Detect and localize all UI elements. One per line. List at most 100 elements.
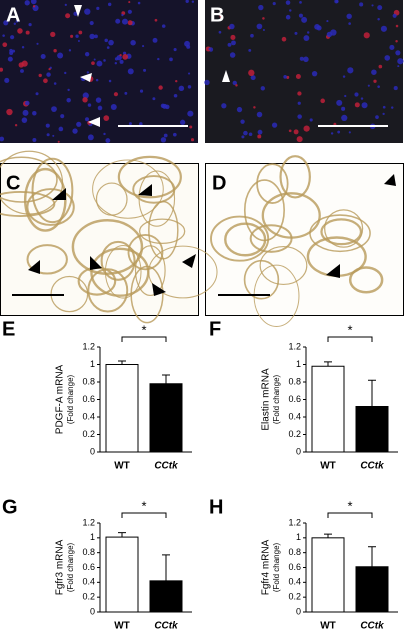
nucleus: [66, 97, 71, 103]
nucleus: [121, 13, 124, 17]
panel-label: E: [2, 318, 15, 340]
nucleus: [2, 34, 5, 37]
nucleus: [337, 130, 341, 134]
nucleus: [105, 138, 111, 143]
nucleus: [371, 4, 374, 7]
panel-label: G: [2, 496, 18, 518]
micrographs: [0, 0, 404, 316]
nucleus: [336, 99, 343, 106]
alveolus-wall: [259, 245, 308, 286]
nucleus: [3, 20, 9, 26]
nucleus: [45, 123, 50, 128]
nucleus: [289, 9, 292, 12]
nucleus: [187, 110, 194, 117]
nucleus: [262, 17, 265, 20]
nucleus: [84, 51, 90, 57]
alveolus-wall: [224, 222, 267, 257]
nucleus: [137, 1, 141, 5]
nucleus: [89, 21, 94, 26]
nucleus: [218, 30, 222, 34]
arrowhead: [88, 117, 100, 127]
nucleus: [377, 5, 383, 11]
nucleus: [348, 131, 351, 134]
y-axis-note: (Fold change): [272, 374, 281, 424]
nucleus: [185, 0, 189, 3]
nucleus: [96, 6, 100, 10]
nucleus: [240, 119, 245, 124]
y-axis-label: Elastin mRNA (Fold change): [261, 368, 281, 431]
nucleus: [294, 31, 298, 35]
y-tick-label: 0.2: [82, 592, 95, 602]
nucleus: [115, 18, 121, 24]
nucleus: [333, 122, 337, 126]
nucleus: [371, 69, 377, 75]
alveolus-wall: [132, 175, 176, 204]
nucleus: [122, 54, 129, 60]
nucleus: [25, 30, 30, 35]
y-tick-label: 0.2: [82, 429, 95, 439]
nucleus: [257, 134, 262, 139]
arrowhead: [74, 5, 82, 17]
nucleus: [158, 85, 163, 90]
nucleus: [377, 85, 380, 88]
nucleus: [108, 39, 114, 46]
panel-label: B: [210, 4, 224, 26]
nucleus: [180, 119, 186, 125]
nucleus: [53, 49, 57, 53]
nucleus: [250, 33, 254, 38]
arrowheads: [28, 5, 396, 296]
y-axis-title: Fgfr3 mRNA: [55, 539, 66, 595]
nucleus: [354, 92, 359, 97]
nucleus: [0, 136, 5, 142]
nucleus: [15, 19, 19, 23]
y-tick-label: 1: [296, 532, 301, 542]
nucleus: [67, 88, 70, 92]
alveolus-wall: [148, 245, 218, 299]
nucleus: [13, 22, 17, 25]
nucleus: [298, 13, 303, 18]
y-tick-label: 0.4: [82, 577, 95, 587]
y-tick-label: 0.8: [288, 547, 301, 557]
histology-image: [0, 163, 199, 316]
y-axis-label: Fgfr3 mRNA (Fold change): [55, 539, 75, 595]
nucleus: [190, 138, 195, 142]
y-axis-note: (Fold change): [272, 542, 281, 592]
arrowhead: [52, 188, 66, 200]
alveolus-wall: [127, 234, 164, 271]
y-axis-label: PDGF-A mRNA (Fold change): [55, 364, 75, 434]
arrowhead: [138, 184, 152, 196]
nucleus: [256, 111, 263, 118]
nucleus: [286, 75, 290, 79]
nucleus: [58, 126, 64, 132]
nucleus: [104, 38, 108, 43]
significance-mark: *: [141, 322, 146, 337]
nucleus: [60, 114, 65, 119]
nucleus: [397, 65, 400, 68]
nucleus: [86, 71, 90, 74]
nucleus: [395, 40, 398, 43]
panel-label: D: [212, 172, 226, 194]
y-axis-title: Fgfr4 mRNA: [261, 539, 272, 595]
nucleus: [70, 34, 74, 38]
nucleus: [119, 59, 124, 64]
x-tick-label: CCtk: [360, 621, 384, 632]
nucleus: [229, 23, 235, 30]
nucleus: [143, 68, 147, 72]
y-axis-title: PDGF-A mRNA: [55, 364, 66, 434]
x-tick-label: WT: [320, 621, 336, 632]
nucleus: [87, 103, 92, 107]
nucleus: [139, 89, 144, 93]
y-tick-label: 0.4: [288, 411, 301, 421]
alveolus-wall: [148, 200, 179, 260]
nucleus: [375, 115, 379, 119]
arrowhead: [152, 283, 166, 296]
alveolus-wall: [26, 188, 75, 226]
nucleus: [6, 108, 13, 116]
nucleus: [91, 61, 95, 65]
nucleus: [382, 105, 386, 109]
alveolus-wall: [71, 219, 144, 275]
nucleus: [14, 124, 18, 127]
nucleus: [243, 130, 248, 136]
nucleus: [152, 37, 158, 43]
alveolus-wall: [117, 155, 182, 199]
